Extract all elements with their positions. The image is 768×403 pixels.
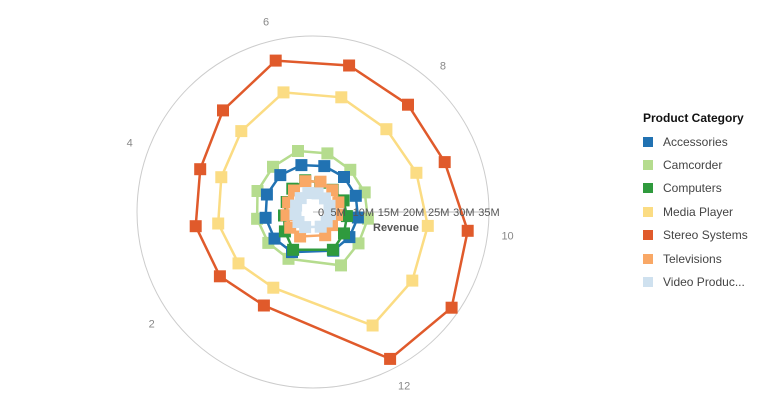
series [259,159,364,259]
series [289,187,336,234]
legend-item[interactable]: Televisions [643,247,748,270]
angle-tick-label: 4 [127,137,133,149]
legend-item[interactable]: Stereo Systems [643,224,748,247]
series [212,86,434,332]
data-point[interactable] [314,220,327,233]
data-point[interactable] [268,232,281,245]
legend-items: Accessories Camcorder Computers Media Playe… [643,130,748,294]
data-point[interactable] [335,259,347,272]
data-point[interactable] [267,281,280,294]
data-point[interactable] [338,171,350,183]
legend-label: Stereo Systems [663,228,748,243]
data-point[interactable] [421,219,434,232]
series [251,145,374,272]
axis-labels: 02468101205M10M15M20M25M30M35MRevenue [127,17,514,393]
radial-tick-label: 5M [331,207,346,219]
angle-tick-label: 2 [149,318,155,330]
legend-label: Televisions [663,251,722,266]
data-point[interactable] [321,147,334,160]
legend-swatch [643,136,653,147]
data-point[interactable] [259,211,272,224]
radial-tick-label: 0 [318,207,324,219]
data-point[interactable] [461,224,474,237]
data-point[interactable] [232,257,245,270]
legend-swatch [643,253,653,264]
data-point[interactable] [260,188,273,201]
data-point[interactable] [384,352,397,365]
radial-tick-label: 25M [428,207,449,219]
data-point[interactable] [295,159,308,172]
data-point[interactable] [318,160,331,173]
legend-item[interactable]: Accessories [643,130,748,153]
legend-item[interactable]: Camcorder [643,153,748,176]
legend-swatch [643,183,653,194]
data-point[interactable] [402,98,414,111]
data-point[interactable] [340,210,353,223]
legend-swatch [643,206,653,217]
legend-item[interactable]: Media Player [643,200,748,223]
angle-tick-label: 6 [263,17,269,29]
angle-tick-label: 10 [501,231,513,243]
data-point[interactable] [282,252,295,265]
data-point[interactable] [292,145,304,157]
data-point[interactable] [294,230,307,243]
data-point[interactable] [235,125,248,138]
series-layer [189,54,474,365]
angle-tick-label: 8 [440,60,446,72]
data-point[interactable] [352,237,365,250]
data-point[interactable] [302,187,315,199]
data-point[interactable] [274,169,287,182]
data-point[interactable] [351,211,364,224]
data-point[interactable] [326,243,339,256]
data-point[interactable] [335,91,348,104]
legend-swatch [643,230,653,241]
legend-label: Computers [663,181,722,196]
data-point[interactable] [406,274,419,287]
data-point[interactable] [361,212,374,225]
legend-label: Media Player [663,204,734,219]
data-point[interactable] [277,86,290,99]
radial-axis-title: Revenue [373,222,419,234]
radial-tick-label: 15M [378,207,399,219]
legend-swatch [643,277,653,288]
legend-item[interactable]: Computers [643,177,748,200]
data-point[interactable] [343,59,356,72]
radial-tick-label: 10M [353,207,374,219]
data-point[interactable] [189,220,202,233]
legend: Product Category Accessories Camcorder Com… [643,111,748,294]
data-point[interactable] [194,163,207,176]
data-point[interactable] [445,301,458,314]
legend-label: Accessories [663,134,728,149]
data-point[interactable] [269,54,282,67]
data-point[interactable] [366,319,379,332]
data-point[interactable] [349,189,362,202]
legend-label: Video Produc... [663,275,745,290]
data-point[interactable] [380,123,393,136]
radial-tick-label: 20M [403,207,424,219]
angle-tick-label: 12 [398,381,410,393]
data-point[interactable] [287,243,300,256]
data-point[interactable] [217,104,229,117]
data-point[interactable] [213,270,226,283]
data-point[interactable] [215,171,228,184]
legend-swatch [643,160,653,171]
data-point[interactable] [212,217,225,230]
legend-label: Camcorder [663,158,723,173]
data-point[interactable] [299,175,312,188]
legend-title: Product Category [643,111,744,125]
data-point[interactable] [410,166,423,179]
series [189,54,474,365]
data-point[interactable] [338,227,350,240]
data-point[interactable] [257,299,270,312]
data-point[interactable] [314,175,327,188]
data-point[interactable] [438,156,451,169]
radial-tick-label: 30M [453,207,474,219]
radial-tick-label: 35M [478,207,499,219]
data-point[interactable] [251,185,264,197]
legend-item[interactable]: Video Produc... [643,270,748,293]
